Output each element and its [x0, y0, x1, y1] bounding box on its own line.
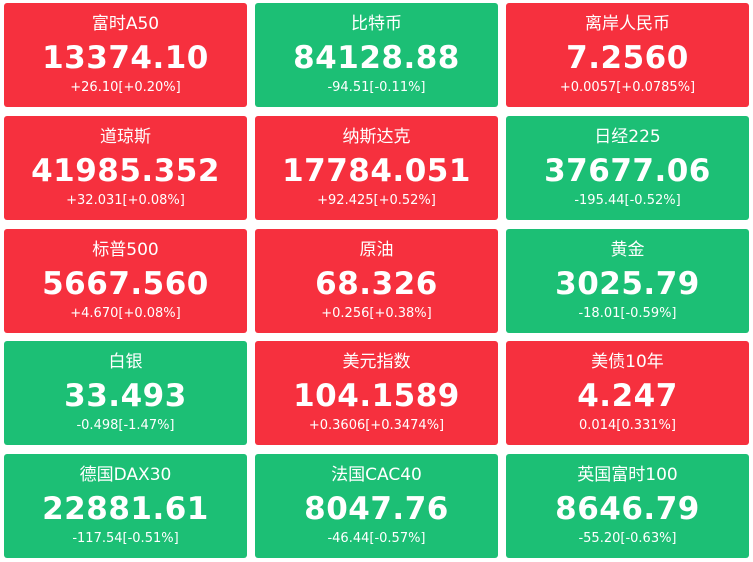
market-name: 比特币	[351, 14, 402, 34]
market-name: 离岸人民币	[585, 14, 670, 34]
market-price: 22881.61	[42, 491, 209, 527]
market-change: -55.20[-0.63%]	[578, 531, 677, 546]
market-card[interactable]: 道琼斯 41985.352 +32.031[+0.08%]	[4, 116, 247, 220]
market-price: 84128.88	[293, 40, 460, 76]
market-price: 8047.76	[304, 491, 449, 527]
market-name: 富时A50	[91, 14, 160, 34]
market-name: 标普500	[92, 240, 159, 260]
market-change: +0.256[+0.38%]	[321, 306, 432, 321]
market-price: 33.493	[64, 378, 187, 414]
market-card[interactable]: 比特币 84128.88 -94.51[-0.11%]	[255, 3, 498, 107]
market-card[interactable]: 英国富时100 8646.79 -55.20[-0.63%]	[506, 454, 749, 558]
market-price: 104.1589	[293, 378, 460, 414]
market-change: +32.031[+0.08%]	[66, 193, 185, 208]
market-name: 道琼斯	[100, 127, 151, 147]
market-name: 原油	[359, 240, 394, 260]
market-name: 日经225	[594, 127, 661, 147]
market-card[interactable]: 日经225 37677.06 -195.44[-0.52%]	[506, 116, 749, 220]
market-card[interactable]: 富时A50 13374.10 +26.10[+0.20%]	[4, 3, 247, 107]
market-change: +0.0057[+0.0785%]	[559, 80, 696, 95]
market-change: -195.44[-0.52%]	[574, 193, 681, 208]
market-price: 68.326	[315, 266, 438, 302]
market-price: 3025.79	[555, 266, 700, 302]
market-card[interactable]: 法国CAC40 8047.76 -46.44[-0.57%]	[255, 454, 498, 558]
market-change: 0.014[0.331%]	[579, 418, 676, 433]
market-change: -18.01[-0.59%]	[578, 306, 677, 321]
market-card[interactable]: 离岸人民币 7.2560 +0.0057[+0.0785%]	[506, 3, 749, 107]
market-card[interactable]: 美元指数 104.1589 +0.3606[+0.3474%]	[255, 341, 498, 445]
market-change: +92.425[+0.52%]	[317, 193, 436, 208]
market-name: 英国富时100	[577, 465, 678, 485]
market-change: -0.498[-1.47%]	[76, 418, 175, 433]
market-change: -46.44[-0.57%]	[327, 531, 426, 546]
market-card[interactable]: 标普500 5667.560 +4.670[+0.08%]	[4, 229, 247, 333]
market-name: 黄金	[610, 240, 645, 260]
market-card[interactable]: 原油 68.326 +0.256[+0.38%]	[255, 229, 498, 333]
market-price: 13374.10	[42, 40, 209, 76]
market-name: 法国CAC40	[331, 465, 422, 485]
market-card[interactable]: 黄金 3025.79 -18.01[-0.59%]	[506, 229, 749, 333]
market-change: +4.670[+0.08%]	[70, 306, 181, 321]
market-change: +0.3606[+0.3474%]	[308, 418, 445, 433]
market-price: 5667.560	[42, 266, 209, 302]
market-price: 41985.352	[31, 153, 220, 189]
market-price: 4.247	[577, 378, 678, 414]
market-card[interactable]: 德国DAX30 22881.61 -117.54[-0.51%]	[4, 454, 247, 558]
market-price: 37677.06	[544, 153, 711, 189]
market-name: 美债10年	[591, 352, 664, 372]
market-price: 17784.051	[282, 153, 471, 189]
market-change: -94.51[-0.11%]	[327, 80, 426, 95]
market-name: 白银	[108, 352, 143, 372]
market-change: -117.54[-0.51%]	[72, 531, 179, 546]
market-name: 纳斯达克	[342, 127, 411, 147]
market-card[interactable]: 白银 33.493 -0.498[-1.47%]	[4, 341, 247, 445]
market-card[interactable]: 纳斯达克 17784.051 +92.425[+0.52%]	[255, 116, 498, 220]
market-change: +26.10[+0.20%]	[70, 80, 181, 95]
market-name: 德国DAX30	[79, 465, 172, 485]
market-price: 7.2560	[566, 40, 689, 76]
market-card[interactable]: 美债10年 4.247 0.014[0.331%]	[506, 341, 749, 445]
market-price: 8646.79	[555, 491, 700, 527]
market-name: 美元指数	[342, 352, 411, 372]
